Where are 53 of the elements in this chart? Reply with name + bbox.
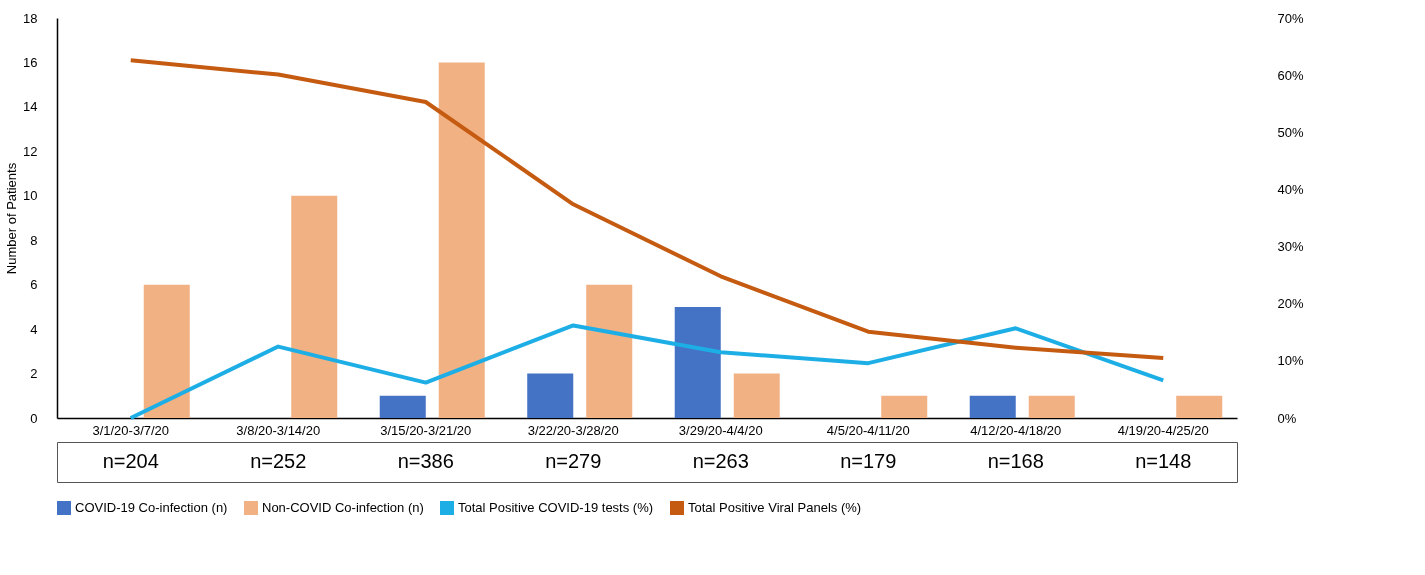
line-series	[128, 323, 1166, 420]
y-tick-label: 6	[30, 277, 38, 293]
bar	[674, 306, 721, 418]
y2-tick-label: 50%	[1277, 124, 1304, 140]
line-series	[128, 58, 1166, 360]
bar	[969, 395, 1016, 418]
bar	[143, 284, 190, 418]
y2-tick-label: 70%	[1277, 10, 1304, 26]
x-tick-label: 3/1/20-3/7/20	[92, 422, 170, 438]
bar	[881, 395, 928, 418]
bar	[438, 62, 485, 418]
y-tick-label: 12	[23, 143, 38, 159]
y-tick-label: 18	[23, 10, 38, 26]
y-tick-label: 2	[30, 366, 38, 382]
legend-label: Total Positive Viral Panels (%)	[688, 500, 862, 515]
y2-tick-label: 20%	[1277, 296, 1304, 312]
text: n=386	[397, 450, 454, 472]
bar	[733, 373, 780, 418]
y-tick-label: 10	[23, 188, 38, 204]
y2-tick-label: 60%	[1277, 67, 1304, 83]
text: n=279	[545, 450, 602, 472]
legend-label: Total Positive COVID-19 tests (%)	[458, 500, 654, 515]
x-tick-label: 3/15/20-3/21/20	[380, 422, 472, 438]
text: n=179	[840, 450, 897, 472]
x-tick-label: 3/8/20-3/14/20	[236, 422, 321, 438]
x-tick-label: 4/12/20-4/18/20	[970, 422, 1062, 438]
bar	[291, 195, 338, 418]
bar	[1176, 395, 1223, 418]
legend-label: COVID-19 Co-infection (n)	[75, 500, 228, 515]
x-tick-label: 3/29/20-4/4/20	[678, 422, 763, 438]
bar	[1028, 395, 1075, 418]
y2-tick-label: 10%	[1277, 353, 1304, 369]
y2-tick-label: 0%	[1277, 410, 1297, 426]
bar	[527, 373, 574, 418]
legend-label: Non-COVID Co-infection (n)	[262, 500, 424, 515]
y-tick-label: 8	[30, 232, 38, 248]
y-axis-title: Number of Patients	[4, 162, 20, 275]
text: n=168	[987, 450, 1044, 472]
text: n=204	[102, 450, 159, 472]
y2-tick-label: 40%	[1277, 181, 1304, 197]
x-tick-label: 4/19/20-4/25/20	[1117, 422, 1209, 438]
bar	[379, 395, 426, 418]
text: n=263	[692, 450, 749, 472]
x-tick-label: 4/5/20-4/11/20	[826, 422, 910, 438]
y-tick-label: 4	[30, 321, 38, 337]
y-tick-label: 16	[23, 54, 38, 70]
y2-tick-label: 30%	[1277, 239, 1304, 255]
text: n=252	[250, 450, 307, 472]
bar	[586, 284, 633, 418]
y-tick-label: 14	[23, 99, 38, 115]
y-tick-label: 0	[30, 410, 38, 426]
text: n=148	[1135, 450, 1192, 472]
x-tick-label: 3/22/20-3/28/20	[527, 422, 619, 438]
